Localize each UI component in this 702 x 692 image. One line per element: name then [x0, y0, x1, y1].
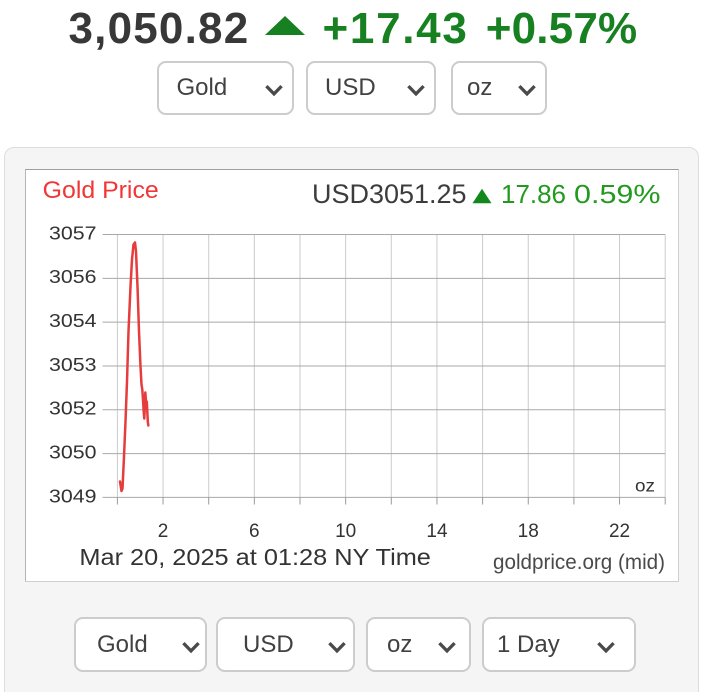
- svg-text:0.59%: 0.59%: [574, 179, 661, 209]
- svg-text:oz: oz: [635, 476, 655, 496]
- svg-text:3050: 3050: [49, 441, 97, 462]
- svg-text:18: 18: [518, 521, 539, 542]
- svg-text:17.86: 17.86: [501, 179, 566, 209]
- svg-text:3049: 3049: [49, 485, 97, 506]
- svg-text:Mar 20, 2025 at 01:28 NY Time: Mar 20, 2025 at 01:28 NY Time: [79, 544, 431, 570]
- svg-text:3057: 3057: [49, 222, 97, 243]
- svg-text:Gold Price: Gold Price: [43, 177, 159, 204]
- svg-text:22: 22: [609, 521, 630, 542]
- svg-text:goldprice.org (mid): goldprice.org (mid): [493, 550, 665, 574]
- svg-text:USD3051.25: USD3051.25: [312, 179, 467, 209]
- svg-text:2: 2: [158, 521, 169, 542]
- svg-text:3052: 3052: [49, 398, 97, 419]
- svg-text:3056: 3056: [49, 266, 97, 287]
- svg-text:10: 10: [335, 521, 356, 542]
- svg-text:6: 6: [249, 521, 260, 542]
- svg-text:14: 14: [426, 521, 448, 542]
- svg-text:3053: 3053: [49, 354, 97, 375]
- svg-text:3054: 3054: [49, 310, 97, 331]
